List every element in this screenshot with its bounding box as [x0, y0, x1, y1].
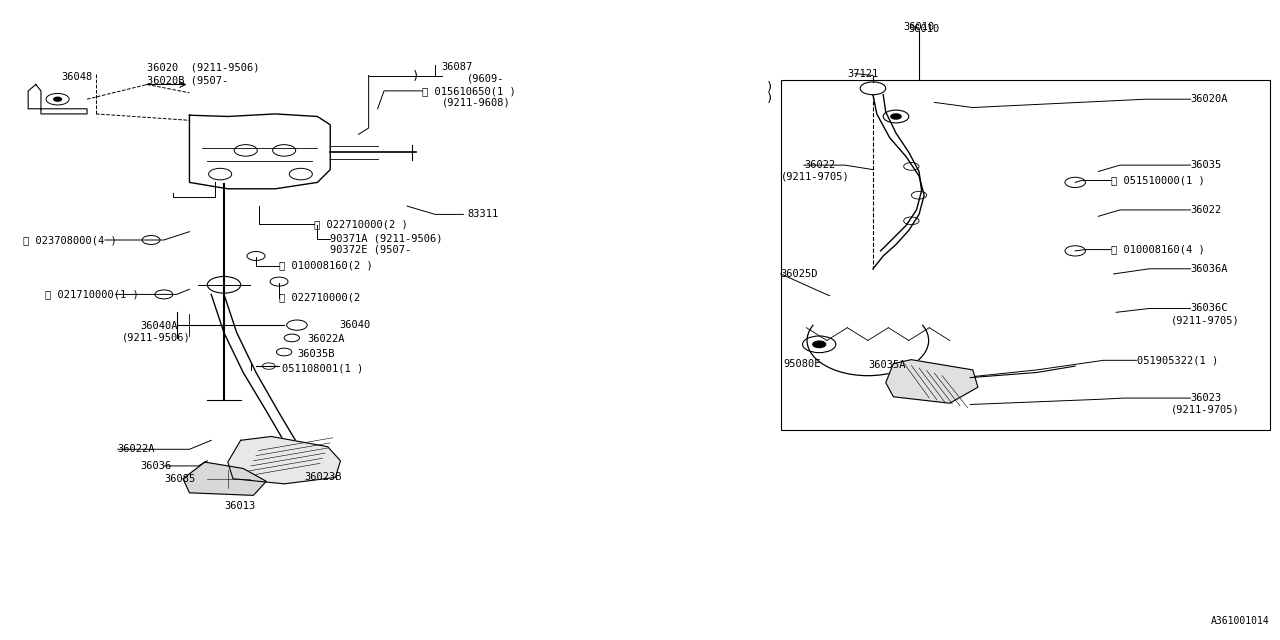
Text: 83311: 83311	[467, 209, 498, 220]
Text: A361001014: A361001014	[1211, 616, 1270, 626]
Text: 051108001(1 ): 051108001(1 )	[282, 363, 362, 373]
Text: 36036A: 36036A	[1190, 264, 1228, 274]
Polygon shape	[886, 360, 978, 403]
Text: Ⓝ 023708000(4 ): Ⓝ 023708000(4 )	[23, 235, 116, 245]
Text: (9211-9506): (9211-9506)	[122, 333, 191, 343]
Text: ): )	[412, 70, 420, 83]
Text: 36085: 36085	[164, 474, 195, 484]
Circle shape	[813, 341, 826, 348]
Text: 36035A: 36035A	[868, 360, 905, 370]
Text: 36036C: 36036C	[1190, 303, 1228, 314]
Text: 37121: 37121	[847, 68, 878, 79]
Text: 36036: 36036	[141, 461, 172, 471]
Bar	[781, 80, 1270, 430]
Text: (9211-9705): (9211-9705)	[781, 172, 850, 182]
Text: 36010: 36010	[909, 24, 940, 34]
Text: 36010: 36010	[904, 22, 934, 32]
Text: Ⓑ 015610650(1 ): Ⓑ 015610650(1 )	[422, 86, 516, 96]
Text: 36048: 36048	[61, 72, 92, 82]
Text: 36022A: 36022A	[118, 444, 155, 454]
Text: ): )	[765, 81, 773, 94]
Text: 36013: 36013	[224, 500, 255, 511]
Text: 36040: 36040	[339, 320, 370, 330]
Text: 36020A: 36020A	[1190, 94, 1228, 104]
Polygon shape	[183, 462, 266, 495]
Text: (9609-: (9609-	[467, 73, 504, 83]
Text: Ⓝ 021710000(1 ): Ⓝ 021710000(1 )	[45, 289, 138, 300]
Text: (9211-9608): (9211-9608)	[442, 97, 511, 108]
Polygon shape	[228, 436, 340, 484]
Text: 36020  (9211-9506): 36020 (9211-9506)	[147, 62, 260, 72]
Text: Ⓝ 022710000(2: Ⓝ 022710000(2	[279, 292, 360, 303]
Text: 36035B: 36035B	[297, 349, 334, 359]
Text: 36087: 36087	[442, 62, 472, 72]
Text: 36035: 36035	[1190, 160, 1221, 170]
Circle shape	[54, 97, 61, 101]
Text: (9211-9705): (9211-9705)	[1171, 315, 1240, 325]
Text: 90372E (9507-: 90372E (9507-	[330, 244, 411, 255]
Text: 36022: 36022	[1190, 205, 1221, 215]
Text: 36023B: 36023B	[305, 472, 342, 482]
Text: Ⓝ 022710000(2 ): Ⓝ 022710000(2 )	[314, 219, 407, 229]
Text: 36022A: 36022A	[307, 334, 344, 344]
Polygon shape	[28, 84, 87, 114]
Text: Ⓜ 051510000(1 ): Ⓜ 051510000(1 )	[1111, 175, 1204, 186]
Text: 051905322(1 ): 051905322(1 )	[1137, 355, 1217, 365]
Text: Ⓑ 010008160(4 ): Ⓑ 010008160(4 )	[1111, 244, 1204, 255]
Text: 36020B (9507-: 36020B (9507-	[147, 75, 228, 85]
Text: 36023: 36023	[1190, 393, 1221, 403]
Text: 95080E: 95080E	[783, 358, 820, 369]
Text: 36025D: 36025D	[781, 269, 818, 279]
Circle shape	[891, 114, 901, 119]
Text: 90371A (9211-9506): 90371A (9211-9506)	[330, 234, 443, 244]
Text: 36040A: 36040A	[141, 321, 178, 332]
Text: (9211-9705): (9211-9705)	[1171, 404, 1240, 415]
Text: 36022: 36022	[804, 160, 835, 170]
Text: ): )	[765, 92, 773, 106]
Text: Ⓑ 010008160(2 ): Ⓑ 010008160(2 )	[279, 260, 372, 271]
